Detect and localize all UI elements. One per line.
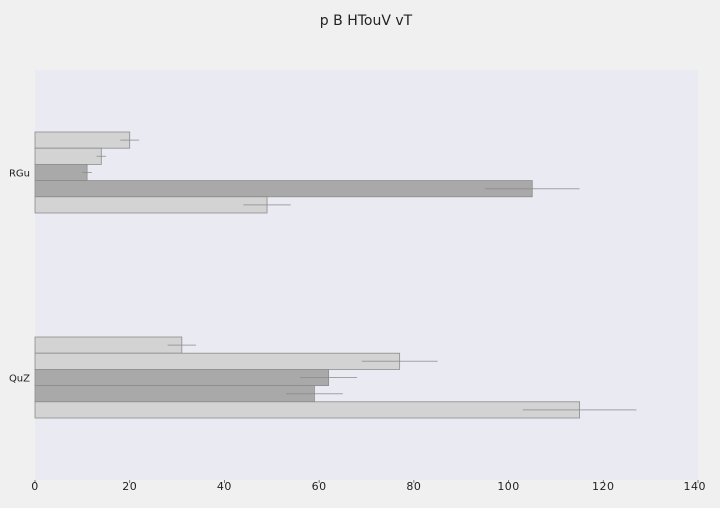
plot-area: [35, 70, 698, 480]
y-axis-ticks: RGu QuZ: [9, 169, 30, 385]
bar: [34, 147, 102, 165]
y-tick-label: RGu: [9, 169, 30, 180]
y-tick-label: QuZ: [9, 374, 30, 385]
x-tick-label: 60: [312, 480, 327, 493]
x-tick-label: 80: [406, 480, 421, 493]
x-tick-label: 120: [592, 480, 615, 493]
x-tick-label: 100: [497, 480, 520, 493]
chart-title: p B HTouV vT: [320, 13, 413, 29]
bar: [34, 131, 131, 149]
error-bars-layer: [82, 139, 637, 411]
bar: [34, 163, 88, 181]
x-tick-label: 40: [217, 480, 232, 493]
bar: [34, 368, 330, 386]
x-tick-label: 20: [122, 480, 137, 493]
bar: [34, 180, 533, 198]
x-tick-label: 140: [684, 480, 707, 493]
bar: [34, 196, 268, 214]
bar: [34, 401, 581, 419]
bar: [34, 352, 401, 370]
x-tick-label: 0: [31, 480, 39, 493]
bar: [34, 336, 183, 354]
x-axis-ticks: 0 20 40 60 80 100 120 140: [31, 480, 706, 493]
bar: [34, 385, 315, 403]
